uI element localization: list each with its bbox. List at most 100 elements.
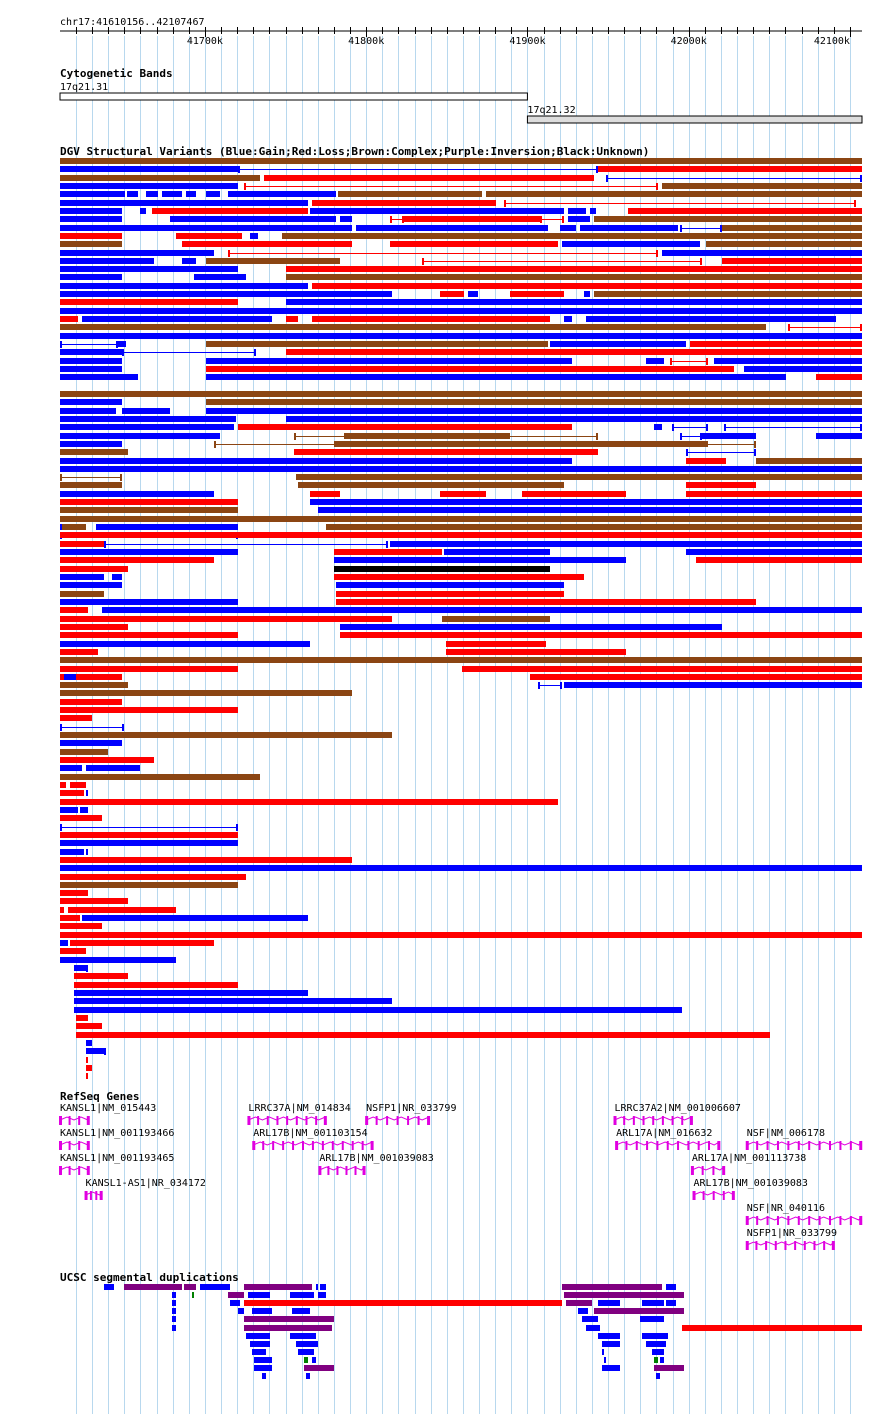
- gene-exon[interactable]: [731, 1191, 734, 1200]
- segdup-bar[interactable]: [316, 1284, 318, 1290]
- variant-cap[interactable]: [122, 724, 124, 731]
- variant-bar[interactable]: [594, 216, 862, 222]
- gene-exon[interactable]: [341, 1141, 344, 1150]
- segdup-bar[interactable]: [578, 1308, 588, 1314]
- segdup-bar[interactable]: [602, 1349, 604, 1355]
- variant-bar[interactable]: [182, 258, 196, 264]
- segdup-bar[interactable]: [172, 1292, 176, 1298]
- segdup-bar[interactable]: [252, 1308, 272, 1314]
- variant-bar[interactable]: [564, 316, 572, 322]
- variant-bar[interactable]: [82, 915, 308, 921]
- variant-bar[interactable]: [206, 399, 862, 405]
- variant-cap[interactable]: [606, 175, 608, 182]
- gene-exon[interactable]: [370, 1141, 373, 1150]
- variant-bar[interactable]: [686, 549, 862, 555]
- gene-exon[interactable]: [323, 1116, 326, 1125]
- segdup-bar[interactable]: [298, 1349, 314, 1355]
- variant-bar[interactable]: [60, 366, 122, 372]
- gene-exon[interactable]: [689, 1116, 692, 1125]
- variant-bar[interactable]: [444, 549, 550, 555]
- variant-bar[interactable]: [310, 499, 862, 505]
- gene-exon[interactable]: [693, 1191, 696, 1200]
- gene-exon[interactable]: [257, 1116, 260, 1125]
- variant-bar[interactable]: [60, 641, 310, 647]
- refseq-genes[interactable]: KANSL1|NM_015443 LRRC37A|NM_014834 NSFP1|N…: [59, 1103, 863, 1250]
- variant-bar[interactable]: [60, 399, 122, 405]
- variant-bar[interactable]: [60, 299, 238, 305]
- variant-cap[interactable]: [60, 824, 62, 831]
- variant-bar[interactable]: [238, 424, 572, 430]
- gene-exon[interactable]: [849, 1141, 852, 1150]
- segdup-bar[interactable]: [642, 1333, 668, 1339]
- gene-exon[interactable]: [774, 1241, 777, 1250]
- variant-cap[interactable]: [854, 200, 856, 207]
- variant-bar[interactable]: [662, 250, 862, 256]
- variant-cap[interactable]: [60, 341, 62, 348]
- variant-cap[interactable]: [860, 424, 862, 431]
- variant-bar[interactable]: [60, 308, 862, 314]
- gene-exon[interactable]: [681, 1116, 684, 1125]
- variant-cap[interactable]: [656, 183, 658, 190]
- variant-cap[interactable]: [386, 541, 388, 548]
- variant-bar[interactable]: [176, 233, 242, 239]
- variant-bar[interactable]: [122, 408, 170, 414]
- segdup-bar[interactable]: [566, 1300, 592, 1306]
- variant-bar[interactable]: [560, 225, 576, 231]
- gene-exon[interactable]: [829, 1141, 832, 1150]
- gene-intron[interactable]: [253, 1141, 374, 1146]
- variant-bar[interactable]: [228, 191, 336, 197]
- variant-bar[interactable]: [62, 524, 86, 530]
- gene-exon[interactable]: [722, 1166, 725, 1175]
- variant-bar[interactable]: [86, 1073, 88, 1079]
- gene-exon[interactable]: [849, 1216, 852, 1225]
- variant-bar[interactable]: [60, 807, 78, 813]
- variant-cap[interactable]: [294, 433, 296, 440]
- segdup-bar[interactable]: [290, 1292, 314, 1298]
- variant-bar[interactable]: [60, 799, 558, 805]
- variant-bar[interactable]: [70, 782, 86, 788]
- variant-bar[interactable]: [586, 316, 836, 322]
- variant-bar[interactable]: [60, 957, 176, 963]
- gene-exon[interactable]: [687, 1141, 690, 1150]
- variant-bar[interactable]: [86, 790, 88, 796]
- variant-bar[interactable]: [60, 765, 82, 771]
- variant-bar[interactable]: [140, 208, 146, 214]
- segdup-bar[interactable]: [562, 1284, 662, 1290]
- gene-exon[interactable]: [68, 1116, 71, 1125]
- gene-intron[interactable]: [746, 1240, 835, 1246]
- segdup-bar[interactable]: [254, 1365, 272, 1371]
- variant-bar[interactable]: [60, 849, 84, 855]
- variant-bar[interactable]: [286, 299, 862, 305]
- segdup-bar[interactable]: [652, 1349, 664, 1355]
- gene-exon[interactable]: [701, 1166, 704, 1175]
- variant-bar[interactable]: [206, 374, 786, 380]
- variant-bar[interactable]: [60, 183, 238, 189]
- variant-bar[interactable]: [590, 208, 596, 214]
- variant-bar[interactable]: [60, 699, 122, 705]
- variant-bar[interactable]: [60, 266, 238, 272]
- gene-exon[interactable]: [295, 1116, 298, 1125]
- variant-bar[interactable]: [568, 208, 586, 214]
- variant-bar[interactable]: [182, 241, 352, 247]
- segdup-bar[interactable]: [654, 1365, 684, 1371]
- gene-exon[interactable]: [671, 1116, 674, 1125]
- variant-cap[interactable]: [860, 175, 862, 182]
- segdup-bar[interactable]: [228, 1292, 244, 1298]
- gene-exon[interactable]: [616, 1141, 619, 1150]
- segdup-bar[interactable]: [184, 1284, 196, 1290]
- variant-cap[interactable]: [120, 474, 122, 481]
- variant-bar[interactable]: [206, 366, 734, 372]
- variant-bar[interactable]: [510, 291, 564, 297]
- gene-exon[interactable]: [95, 1191, 98, 1200]
- segdup-bar[interactable]: [604, 1357, 606, 1363]
- variant-bar[interactable]: [60, 740, 122, 746]
- variant-cap[interactable]: [680, 433, 682, 440]
- variant-bar[interactable]: [86, 1065, 92, 1071]
- gene-exon[interactable]: [386, 1116, 389, 1125]
- variant-bar[interactable]: [390, 241, 558, 247]
- variant-bar[interactable]: [70, 940, 214, 946]
- variant-bar[interactable]: [344, 433, 510, 439]
- segdup-bar[interactable]: [304, 1357, 308, 1363]
- variant-bar[interactable]: [312, 200, 496, 206]
- gene-exon[interactable]: [282, 1141, 285, 1150]
